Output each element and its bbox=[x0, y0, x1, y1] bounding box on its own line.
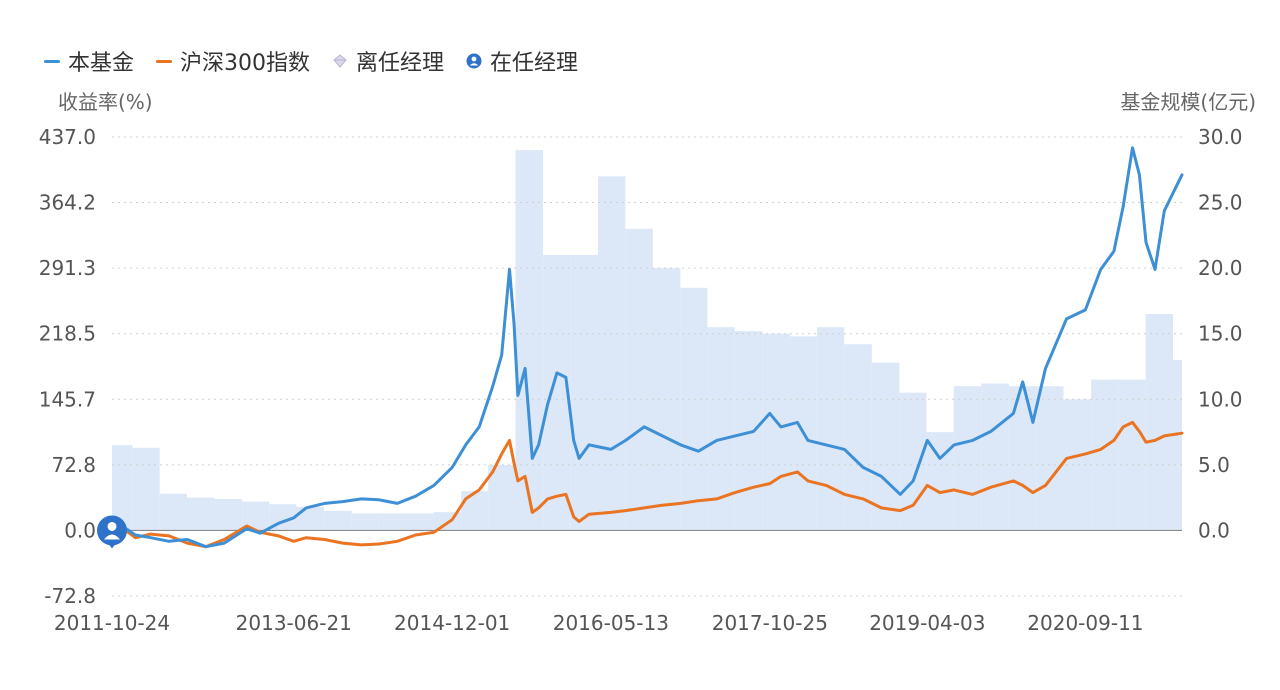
index-line-swatch bbox=[156, 59, 173, 63]
fund-scale-bar bbox=[324, 510, 352, 531]
left-axis-tick: 364.2 bbox=[39, 191, 96, 215]
marker-person-body bbox=[104, 534, 120, 540]
fund-scale-bar bbox=[461, 491, 489, 531]
fund-scale-bar bbox=[1173, 359, 1182, 531]
diamond-icon bbox=[333, 54, 347, 68]
series-lines bbox=[110, 146, 1184, 549]
fund-scale-bar bbox=[515, 150, 544, 531]
left-axis-tick: 0.0 bbox=[64, 518, 96, 542]
fund-scale-bar bbox=[296, 506, 325, 531]
fund-scale-bar bbox=[406, 513, 434, 531]
left-axis-tick: -72.8 bbox=[44, 584, 96, 608]
fund-scale-bar bbox=[351, 513, 379, 531]
manager-pin-icon bbox=[466, 53, 482, 69]
fund-scale-bar bbox=[1008, 386, 1037, 531]
fund-scale-bar bbox=[1118, 379, 1146, 531]
right-axis-tick: 10.0 bbox=[1198, 387, 1243, 411]
right-axis-tick: 30.0 bbox=[1198, 125, 1243, 149]
fund-scale-bar bbox=[570, 255, 598, 531]
fund-scale-bar bbox=[899, 392, 927, 531]
fund-scale-bar bbox=[214, 499, 243, 531]
left-axis-tick: 218.5 bbox=[39, 322, 96, 346]
fund-scale-bar bbox=[378, 513, 406, 531]
fund-scale-bar bbox=[734, 331, 763, 531]
left-axis-title: 收益率(%) bbox=[58, 90, 153, 114]
fund-scale-bar bbox=[598, 176, 626, 531]
fund-scale-bar bbox=[132, 447, 160, 531]
x-axis-tick: 2017-10-25 bbox=[712, 611, 828, 635]
legend-label-current-manager: 在任经理 bbox=[490, 51, 579, 76]
fund-scale-bar bbox=[543, 255, 571, 531]
legend-item-former-manager[interactable]: 离任经理 bbox=[332, 45, 444, 77]
manager-marker-layer bbox=[97, 515, 127, 549]
fund-scale-bar bbox=[1145, 314, 1173, 531]
fund-scale-bar bbox=[816, 327, 845, 531]
chart-legend: 本基金 沪深300指数 离任经理 在任经理 bbox=[44, 44, 578, 78]
fund-scale-bar bbox=[187, 497, 215, 531]
fund-scale-bar bbox=[652, 268, 681, 531]
current-manager-marker bbox=[97, 515, 127, 549]
right-axis-tick: 0.0 bbox=[1198, 518, 1230, 542]
fund-scale-bar bbox=[159, 493, 187, 531]
fund-line-swatch bbox=[44, 59, 60, 63]
fund-scale-bar bbox=[488, 464, 516, 531]
fund-scale-area-layer bbox=[112, 150, 1182, 531]
left-axis-tick: 437.0 bbox=[39, 125, 96, 149]
x-axis-tick: 2013-06-21 bbox=[236, 611, 352, 635]
right-axis-tick: 5.0 bbox=[1198, 453, 1230, 477]
left-axis-tick: 291.3 bbox=[39, 256, 96, 280]
x-axis-tick: 2016-05-13 bbox=[553, 611, 669, 635]
fund-scale-bar bbox=[1036, 386, 1064, 531]
right-axis-tick: 20.0 bbox=[1198, 256, 1243, 280]
right-axis-tick: 25.0 bbox=[1198, 191, 1243, 215]
legend-item-index[interactable]: 沪深300指数 bbox=[156, 45, 310, 77]
left-axis-tick: 145.7 bbox=[39, 387, 96, 411]
fund-scale-bar bbox=[981, 383, 1009, 531]
x-axis-tick: 2014-12-01 bbox=[394, 611, 510, 635]
fund-scale-bar bbox=[625, 228, 653, 531]
right-axis-title: 基金规模(亿元) bbox=[1120, 90, 1256, 114]
fund-return-line bbox=[110, 146, 1184, 549]
gridlines bbox=[112, 136, 1182, 597]
fund-scale-bar bbox=[1091, 379, 1119, 531]
fund-scale-bar bbox=[1063, 399, 1092, 531]
fund-scale-bar bbox=[953, 386, 982, 531]
right-axis-tick: 15.0 bbox=[1198, 322, 1243, 346]
index-return-line bbox=[110, 420, 1184, 549]
legend-label-fund: 本基金 bbox=[68, 51, 135, 76]
x-axis-tick: 2019-04-03 bbox=[869, 611, 985, 635]
left-axis-tick: 72.8 bbox=[51, 453, 96, 477]
legend-item-fund[interactable]: 本基金 bbox=[44, 45, 134, 77]
fund-scale-bar bbox=[680, 287, 708, 531]
x-axis-tick: 2020-09-11 bbox=[1027, 611, 1143, 635]
legend-item-current-manager[interactable]: 在任经理 bbox=[466, 45, 578, 77]
legend-label-index: 沪深300指数 bbox=[180, 51, 311, 76]
fund-scale-bar bbox=[762, 333, 790, 531]
legend-label-former-manager: 离任经理 bbox=[356, 51, 445, 76]
x-axis-tick: 2011-10-24 bbox=[54, 611, 170, 635]
axis-tick-labels: 437.0 364.2 291.3 218.5 145.7 72.8 0.0 -72.8 30.… bbox=[39, 125, 1243, 635]
fund-scale-bar bbox=[871, 362, 900, 531]
fund-scale-bar bbox=[112, 445, 133, 531]
marker-person-head bbox=[107, 521, 117, 531]
